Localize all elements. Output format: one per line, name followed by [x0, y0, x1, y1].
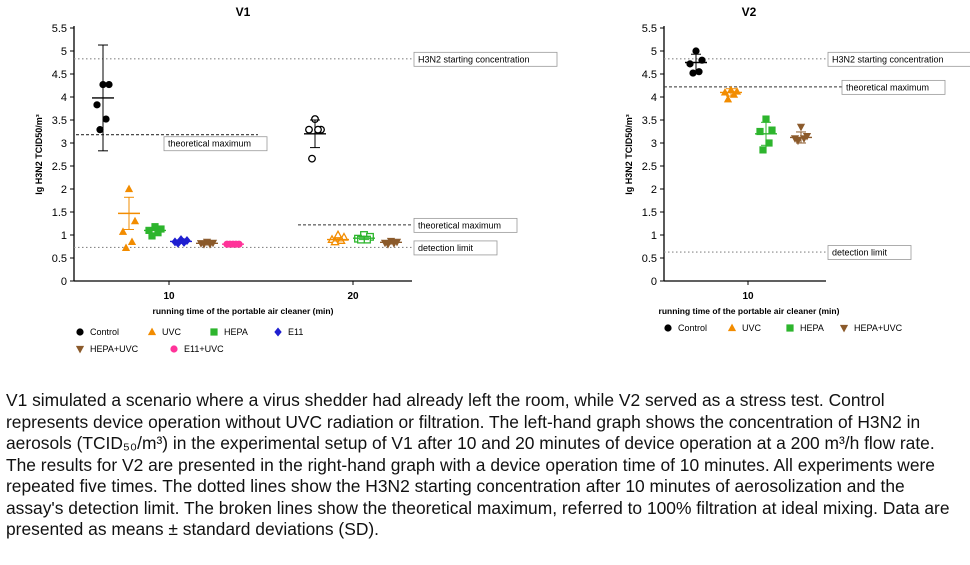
- legend-label: Control: [90, 327, 119, 337]
- figure-caption: V1 simulated a scenario where a virus sh…: [6, 390, 964, 541]
- y-tick-label: 4.5: [642, 69, 657, 81]
- y-tick-label: 4.5: [52, 69, 67, 81]
- y-tick-label: 0: [651, 276, 657, 288]
- data-point: [689, 69, 697, 77]
- legend-marker: [727, 323, 737, 332]
- legend-label: E11+UVC: [184, 344, 224, 354]
- y-axis-label: lg H3N2 TCID50/m³: [624, 114, 634, 195]
- legend-label: Control: [678, 323, 707, 333]
- chart-v1: V1 0 0.5 1 1.5 2 2.5 3 3.5 4 4.5 5 5.5 10 20 running ti…: [34, 5, 558, 354]
- data-point: [124, 184, 134, 193]
- data-point: [102, 115, 110, 123]
- reference-line-label: theoretical maximum: [168, 139, 251, 149]
- data-point: [308, 154, 316, 163]
- chart-title: V1: [236, 5, 251, 19]
- y-tick-label: 0.5: [642, 253, 657, 265]
- data-point: [118, 227, 128, 235]
- y-tick-label: 2.5: [52, 161, 67, 173]
- y-tick-label: 2.5: [642, 161, 657, 173]
- data-point: [756, 127, 764, 136]
- reference-line-label: theoretical maximum: [418, 220, 501, 230]
- x-tick-label: 10: [163, 291, 175, 302]
- legend-marker: [76, 328, 84, 336]
- reference-line-label: detection limit: [832, 248, 888, 258]
- chart-v2: V2 0 0.5 1 1.5 2 2.5 3 3.5 4 4.5 5 5.5 10 running time…: [624, 5, 970, 333]
- legend-label: UVC: [742, 323, 762, 333]
- data-point: [121, 243, 131, 251]
- data-point: [127, 237, 137, 245]
- y-tick-label: 3.5: [52, 115, 67, 127]
- y-tick-label: 4: [651, 92, 657, 104]
- legend-marker: [664, 324, 672, 332]
- y-tick-label: 5: [651, 46, 657, 58]
- y-tick-label: 1: [651, 230, 657, 242]
- reference-label-box: [827, 245, 912, 260]
- legend-label: E11: [288, 327, 303, 337]
- legend-marker: [75, 345, 85, 354]
- data-point: [686, 60, 694, 68]
- data-point: [130, 216, 140, 225]
- y-tick-label: 4: [61, 92, 67, 104]
- legend-marker: [170, 345, 178, 353]
- reference-label-box: [841, 79, 946, 95]
- legend-marker: [839, 324, 849, 333]
- reference-line-label: H3N2 starting concentration: [832, 54, 944, 64]
- x-axis-label: running time of the portable air cleaner…: [659, 306, 840, 316]
- caption-text: V1 simulated a scenario where a virus sh…: [6, 390, 950, 539]
- y-tick-label: 5: [61, 46, 67, 58]
- legend-marker: [274, 327, 282, 337]
- data-point: [692, 47, 700, 55]
- legend-label: HEPA: [800, 323, 824, 333]
- legend-label: HEPA+UVC: [854, 323, 903, 333]
- reference-label-box: [413, 240, 498, 256]
- y-tick-label: 3: [61, 138, 67, 150]
- chart-title: V2: [742, 5, 757, 19]
- y-tick-label: 1.5: [642, 207, 657, 219]
- y-tick-label: 0.5: [52, 253, 67, 265]
- y-tick-label: 5.5: [52, 23, 67, 35]
- data-point: [148, 232, 156, 240]
- y-tick-label: 1: [61, 230, 67, 242]
- data-point: [796, 123, 806, 132]
- y-tick-label: 3.5: [642, 115, 657, 127]
- data-point: [96, 126, 104, 134]
- data-point: [768, 126, 776, 134]
- legend-marker: [210, 328, 218, 336]
- reference-line-label: H3N2 starting concentration: [418, 54, 530, 64]
- data-point: [105, 80, 113, 89]
- y-tick-label: 2: [651, 184, 657, 196]
- reference-label-box: [163, 136, 268, 152]
- data-point: [759, 146, 767, 154]
- data-point: [305, 125, 313, 134]
- legend-label: UVC: [162, 327, 182, 337]
- legend-marker: [147, 327, 157, 336]
- y-tick-label: 0: [61, 276, 67, 288]
- y-tick-label: 1.5: [52, 207, 67, 219]
- legend-label: HEPA: [224, 327, 248, 337]
- reference-line-label: theoretical maximum: [846, 82, 929, 92]
- x-tick-label: 10: [742, 291, 754, 302]
- y-tick-label: 3: [651, 138, 657, 150]
- y-tick-label: 2: [61, 184, 67, 196]
- y-axis-label: lg H3N2 TCID50/m³: [34, 114, 44, 195]
- x-axis-label: running time of the portable air cleaner…: [153, 306, 334, 316]
- reference-label-box: [413, 217, 518, 233]
- data-point: [695, 68, 703, 76]
- data-point: [762, 115, 770, 123]
- legend-marker: [786, 324, 794, 332]
- reference-label-box: [413, 51, 558, 67]
- data-point: [723, 94, 733, 103]
- y-tick-label: 5.5: [642, 23, 657, 35]
- x-tick-label: 20: [347, 291, 359, 302]
- reference-label-box: [827, 51, 970, 67]
- reference-line-label: detection limit: [418, 243, 474, 253]
- data-point: [314, 125, 322, 134]
- data-point: [93, 101, 101, 109]
- legend-label: HEPA+UVC: [90, 344, 139, 354]
